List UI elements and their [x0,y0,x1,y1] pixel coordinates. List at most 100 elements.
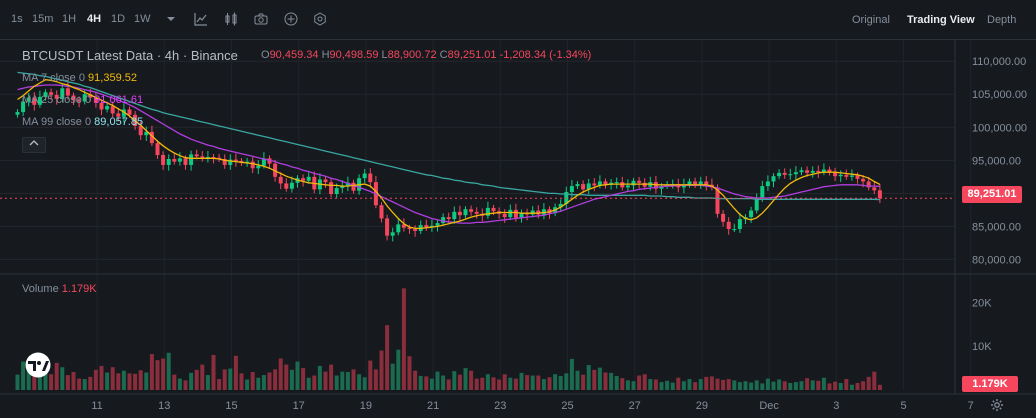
candle-body [642,182,647,187]
chart-title: BTCUSDT Latest Data · 4h · Binance [22,48,238,63]
volume-bar [861,381,866,390]
volume-bar [777,379,782,390]
view-original[interactable]: Original [852,14,890,26]
timeframe-1h[interactable]: 1H [62,13,77,25]
ma25-label: MA 25 close 0 [22,94,92,106]
volume-bar [799,381,804,390]
volume-bar [754,380,759,390]
candle-body [93,97,98,103]
candle-body [110,106,115,114]
candle-body [334,188,339,195]
candlestick-chart[interactable]: 110,000.00 105,000.00 100,000.00 95,000.00 9… [0,40,1036,418]
candle-body [457,211,462,216]
candle-body [289,182,294,189]
candle-body [424,225,429,228]
candle-body [88,94,93,98]
candle-body [245,161,250,163]
candle-body [441,217,446,224]
volume-bar [289,369,294,390]
volume-bar [709,376,714,390]
volume-bar [54,362,59,390]
chevron-down-icon[interactable] [164,12,178,26]
ma99-legend: MA 99 close 0 89,057.85 [22,116,143,128]
volume-bar [127,373,132,390]
candle-body [614,182,619,184]
gear-icon[interactable] [990,398,1004,412]
volume-bar [21,361,26,390]
candle-body [844,174,849,177]
candle-body [278,176,283,184]
candle-body [161,155,166,165]
price-tick-label: 100,000.00 [972,122,1027,134]
add-icon[interactable] [284,12,298,26]
candle-body [301,178,306,181]
volume-bar [687,379,692,390]
volume-bar [77,378,82,390]
volume-bar [385,325,390,390]
volume-bar [519,372,524,390]
volume-bar [161,358,166,390]
volume-bar [575,370,580,390]
volume-bar [726,379,731,390]
candle-body [250,161,255,169]
volume-bar [172,374,177,390]
volume-bar [732,380,737,390]
volume-tick-label: 10K [972,341,992,353]
candle-body [760,186,765,198]
candle-body [782,172,787,175]
ohlc-readout: O90,459.34 H90,498.59 L88,900.72 C89,251… [261,49,591,61]
candle-body [217,157,222,159]
volume-bar [508,377,513,390]
volume-bar [211,354,216,390]
volume-bar [620,378,625,390]
volume-bar [32,368,37,390]
candle-body [183,158,188,165]
volume-bar [149,354,154,390]
timeframe-15m[interactable]: 15m [32,13,54,25]
view-depth[interactable]: Depth [987,14,1017,26]
volume-bar [513,378,518,390]
indicators-icon[interactable] [224,12,238,26]
volume-bar [323,371,328,390]
chevron-up-icon [29,140,39,146]
volume-bar [681,381,686,390]
candle-body [827,169,832,172]
candle-body [82,94,87,102]
settings-hex-icon[interactable] [313,12,327,26]
volume-bar [603,372,608,390]
volume-bar [625,380,630,390]
time-tick-label: 7 [968,400,974,412]
volume-bar [704,376,709,390]
collapse-legend-button[interactable] [22,137,46,153]
timeframe-4h[interactable]: 4H [87,13,102,25]
candle-body [43,92,48,97]
volume-bar [805,378,810,390]
volume-bar [614,375,619,390]
volume-bar [413,370,418,390]
volume-bar [65,375,70,390]
volume-bar [357,374,362,390]
volume-bar [502,374,507,390]
timeframe-1d[interactable]: 1D [111,13,126,25]
view-trading-view[interactable]: Trading View [907,14,975,26]
candle-body [54,94,59,99]
volume-bar [474,378,479,390]
volume-bar [665,380,670,390]
line-chart-icon[interactable] [194,12,208,26]
volume-bar [239,373,244,390]
candle-body [233,159,238,161]
candle-body [222,158,227,165]
camera-icon[interactable] [254,12,268,26]
candle-body [435,223,440,226]
candle-body [547,209,552,214]
candle-body [261,158,266,166]
time-tick-label: 15 [225,400,237,412]
timeframe-1s[interactable]: 1s [11,13,23,25]
volume-bar [715,378,720,390]
volume-bar [362,377,367,390]
volume-bar [429,378,434,390]
volume-bar [821,377,826,390]
timeframe-1w[interactable]: 1W [134,13,151,25]
candle-body [452,211,457,220]
volume-bar [676,377,681,390]
